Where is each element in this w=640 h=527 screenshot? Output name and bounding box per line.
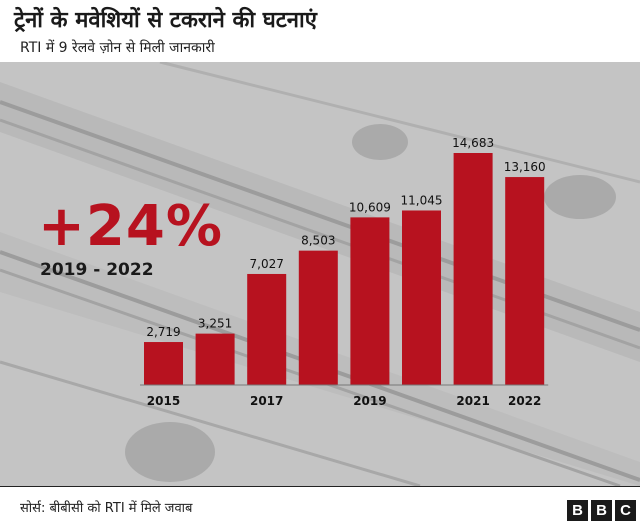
- value-label-2019: 10,609: [349, 200, 391, 214]
- bbc-logo: B B C: [567, 500, 636, 521]
- value-label-2021: 14,683: [452, 136, 494, 150]
- bar-2017: [247, 273, 287, 385]
- logo-letter: B: [591, 500, 612, 521]
- value-label-2015: 2,719: [146, 325, 180, 339]
- chart-panel: 2,719 2015 3,251 7,027 2017 8,503 10,609 2019 11…: [0, 62, 640, 486]
- footer: सोर्स: बीबीसी को RTI में मिले जवाब B B C: [0, 486, 640, 527]
- bar-2021: [453, 153, 493, 385]
- value-label-2016: 3,251: [198, 317, 232, 331]
- chart-header: ट्रेनों के मवेशियों से टकराने की घटनाएं …: [0, 0, 640, 62]
- chart-title: ट्रेनों के मवेशियों से टकराने की घटनाएं: [14, 8, 317, 33]
- x-tick-label-2015: 2015: [147, 394, 180, 408]
- bar-2015: [144, 342, 183, 385]
- bar-2019: [350, 217, 390, 385]
- x-tick-label-2022: 2022: [508, 394, 541, 408]
- bar-2020: [402, 210, 441, 385]
- value-label-2020: 11,045: [401, 193, 443, 207]
- logo-letter: B: [567, 500, 588, 521]
- x-tick-label-2019: 2019: [353, 394, 386, 408]
- bars-layer: 2,719 2015 3,251 7,027 2017 8,503 10,609 2019 11…: [140, 136, 549, 408]
- value-label-2018: 8,503: [301, 234, 335, 248]
- source-note: सोर्स: बीबीसी को RTI में मिले जवाब: [20, 501, 193, 516]
- value-label-2022: 13,160: [504, 160, 546, 174]
- chart-subtitle: RTI में 9 रेलवे ज़ोन से मिली जानकारी: [20, 40, 215, 56]
- percent-change-label: +24%: [38, 194, 223, 259]
- x-tick-label-2021: 2021: [456, 394, 489, 408]
- bar-2018: [298, 250, 338, 385]
- period-label: 2019 - 2022: [40, 260, 154, 280]
- bar-chart: 2,719 2015 3,251 7,027 2017 8,503 10,609 2019 11…: [140, 136, 549, 408]
- value-label-2017: 7,027: [250, 257, 284, 271]
- bar-2022: [505, 177, 545, 385]
- logo-letter: C: [615, 500, 636, 521]
- footer-divider: [0, 486, 640, 487]
- bar-2016: [195, 333, 235, 385]
- x-tick-label-2017: 2017: [250, 394, 283, 408]
